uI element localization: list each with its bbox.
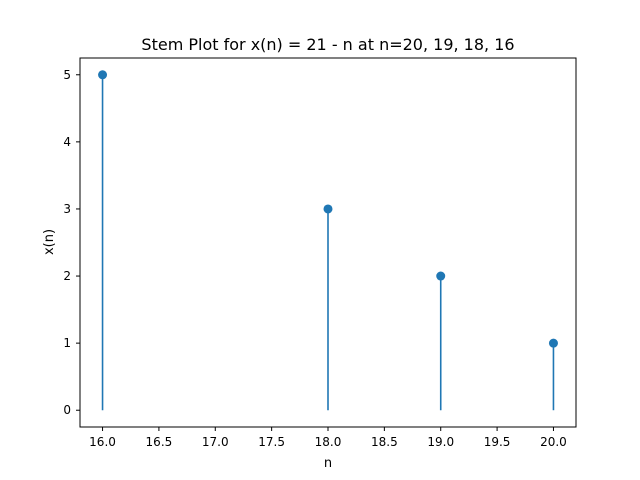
y-axis-label: x(n) [42,229,57,255]
y-tick-label: 2 [63,269,71,283]
x-tick-label: 20.0 [540,435,567,449]
x-axis-label: n [324,456,332,471]
stem-marker [323,204,333,214]
x-axis: 16.0 16.5 17.0 17.5 18.0 18.5 19.0 19.5 20.0 [89,427,567,449]
y-tick-label: 4 [63,135,71,149]
x-tick-label: 18.5 [371,435,398,449]
chart-title: Stem Plot for x(n) = 21 - n at n=20, 19,… [141,35,514,54]
x-tick-label: 19.5 [484,435,511,449]
x-tick-label: 16.0 [89,435,116,449]
y-tick-label: 0 [63,403,71,417]
y-tick-label: 1 [63,336,71,350]
stem-marker [436,271,446,281]
y-tick-label: 3 [63,202,71,216]
x-tick-label: 17.0 [202,435,229,449]
stem-marker [98,70,108,80]
y-axis: 0 1 2 3 4 5 [63,68,80,417]
x-tick-label: 19.0 [427,435,454,449]
x-tick-label: 17.5 [258,435,285,449]
y-tick-label: 5 [63,68,71,82]
x-tick-label: 18.0 [315,435,342,449]
stem-series [98,70,558,411]
x-tick-label: 16.5 [146,435,173,449]
stem-marker [548,338,558,348]
